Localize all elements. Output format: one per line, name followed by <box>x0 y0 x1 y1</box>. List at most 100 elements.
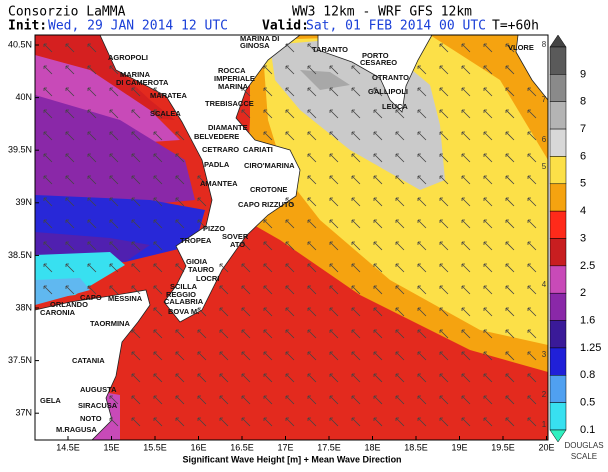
wave-arrow <box>131 219 141 229</box>
wave-arrow <box>351 87 361 97</box>
place-label: ATO <box>230 240 245 249</box>
wave-arrow <box>373 417 383 427</box>
wave-arrow <box>307 241 317 251</box>
place-label: MESSINA <box>108 294 143 303</box>
wave-arrow <box>219 395 229 405</box>
wave-arrow <box>527 351 537 361</box>
wave-arrow <box>197 307 207 317</box>
colorbar-label: 3 <box>580 232 586 244</box>
place-label: CAPO RIZZUTO <box>238 200 294 209</box>
place-label: BELVEDERE <box>194 132 239 141</box>
wave-arrow <box>153 87 163 97</box>
wave-arrow <box>241 109 251 119</box>
place-label: SCALEA <box>150 109 181 118</box>
wave-arrow <box>153 197 163 207</box>
wave-arrow <box>395 307 405 317</box>
douglas-title: DOUGLAS <box>564 441 603 450</box>
wave-arrow <box>439 329 449 339</box>
place-label: SCILLA <box>170 282 198 291</box>
wave-arrow <box>527 329 537 339</box>
wave-arrow <box>505 307 515 317</box>
colorbar-label: 4 <box>580 205 586 217</box>
colorbar-label: 9 <box>580 68 586 80</box>
wave-arrow <box>417 307 427 317</box>
wave-arrow <box>483 263 493 273</box>
colorbar-label: 2 <box>580 287 586 299</box>
wave-arrow <box>307 307 317 317</box>
wave-arrow <box>395 395 405 405</box>
wave-arrow <box>219 351 229 361</box>
wave-arrow <box>329 131 339 141</box>
lon-label: 15.5E <box>143 442 167 452</box>
wave-arrow <box>439 241 449 251</box>
wave-arrow <box>43 241 53 251</box>
wave-arrow <box>285 395 295 405</box>
wave-arrow <box>373 87 383 97</box>
wave-arrow <box>483 43 493 53</box>
wave-arrow <box>483 307 493 317</box>
wave-arrow <box>65 153 75 163</box>
wave-arrow <box>109 65 119 75</box>
wave-arrow <box>483 241 493 251</box>
wave-arrow <box>197 329 207 339</box>
wave-arrow <box>439 417 449 427</box>
wave-arrow <box>153 307 163 317</box>
wave-arrow <box>351 307 361 317</box>
wave-arrow <box>461 175 471 185</box>
wave-arrow <box>461 219 471 229</box>
wave-arrow <box>263 109 273 119</box>
lon-label: 14.5E <box>56 442 80 452</box>
wave-arrow <box>439 373 449 383</box>
wave-arrow <box>131 241 141 251</box>
wave-arrow <box>87 197 97 207</box>
colorbar-segment <box>549 402 567 431</box>
wave-arrow <box>307 395 317 405</box>
wave-arrow <box>395 285 405 295</box>
wave-arrow <box>351 109 361 119</box>
wave-arrow <box>285 263 295 273</box>
wave-arrow <box>307 43 317 53</box>
wave-arrow <box>373 285 383 295</box>
wave-arrow <box>43 43 53 53</box>
wave-arrow <box>351 351 361 361</box>
wave-arrow <box>329 175 339 185</box>
wave-arrow <box>351 241 361 251</box>
wave-arrow <box>439 351 449 361</box>
wave-arrow <box>43 285 53 295</box>
wave-arrow <box>263 131 273 141</box>
wave-arrow <box>197 417 207 427</box>
wave-arrow <box>197 197 207 207</box>
wave-arrow <box>461 307 471 317</box>
wave-arrow <box>241 263 251 273</box>
wave-arrow <box>461 263 471 273</box>
place-label: GELA <box>40 396 61 405</box>
wave-arrow <box>307 87 317 97</box>
place-label: DI CAMEROTA <box>116 78 169 87</box>
wave-arrow <box>285 351 295 361</box>
wave-arrow <box>109 219 119 229</box>
wave-arrow <box>329 197 339 207</box>
wave-arrow <box>109 285 119 295</box>
wave-arrow <box>131 109 141 119</box>
place-label: CETRARO <box>202 145 239 154</box>
lon-label: 18.5E <box>404 442 428 452</box>
wave-arrow <box>373 241 383 251</box>
place-label: BOVA M. <box>168 307 199 316</box>
wave-arrow <box>109 197 119 207</box>
wave-arrow <box>175 329 185 339</box>
wave-arrow <box>153 285 163 295</box>
wave-arrow <box>109 417 119 427</box>
wave-arrow <box>153 241 163 251</box>
wave-arrow <box>65 241 75 251</box>
wave-arrow <box>109 241 119 251</box>
sea-band <box>35 95 195 215</box>
wave-arrow <box>153 329 163 339</box>
colorbar-label: 7 <box>580 123 586 135</box>
wave-arrow <box>131 153 141 163</box>
wave-arrow <box>241 285 251 295</box>
wave-arrow <box>329 65 339 75</box>
wave-arrow <box>153 175 163 185</box>
model-title: WW3 12km - WRF GFS 12km <box>292 5 472 20</box>
wave-arrow <box>505 87 515 97</box>
wave-arrow <box>417 65 427 75</box>
